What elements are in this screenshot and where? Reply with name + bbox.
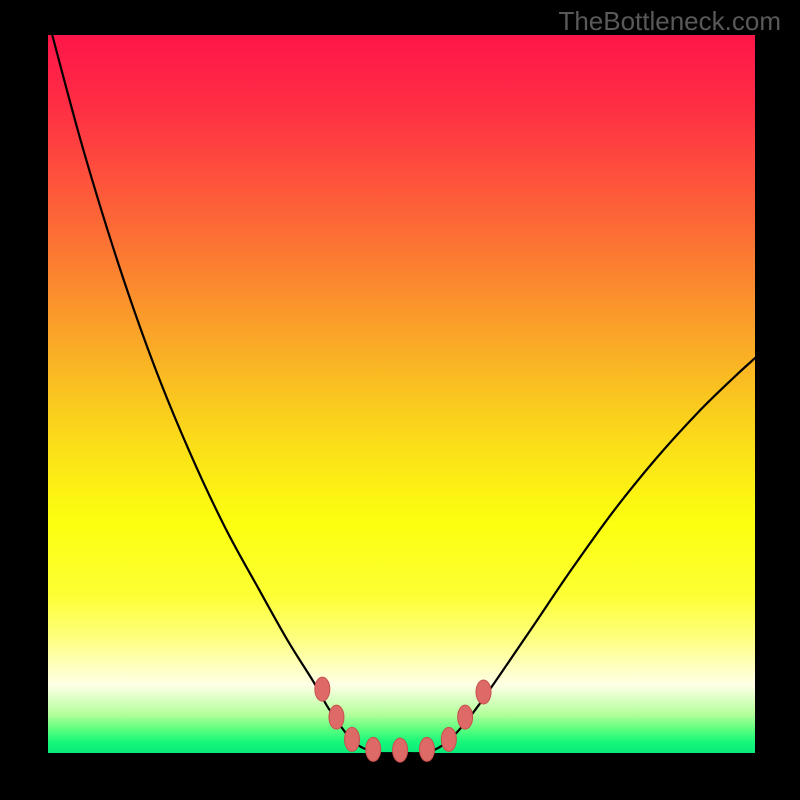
watermark-text: TheBottleneck.com — [558, 6, 781, 37]
curve-marker — [476, 680, 491, 704]
curve-marker — [345, 727, 360, 751]
bottleneck-chart — [0, 0, 800, 800]
curve-marker — [315, 677, 330, 701]
curve-marker — [329, 705, 344, 729]
curve-marker — [393, 738, 408, 762]
curve-marker — [441, 727, 456, 751]
curve-marker — [419, 737, 434, 761]
curve-marker — [458, 705, 473, 729]
plot-area — [48, 35, 755, 753]
curve-marker — [366, 737, 381, 761]
